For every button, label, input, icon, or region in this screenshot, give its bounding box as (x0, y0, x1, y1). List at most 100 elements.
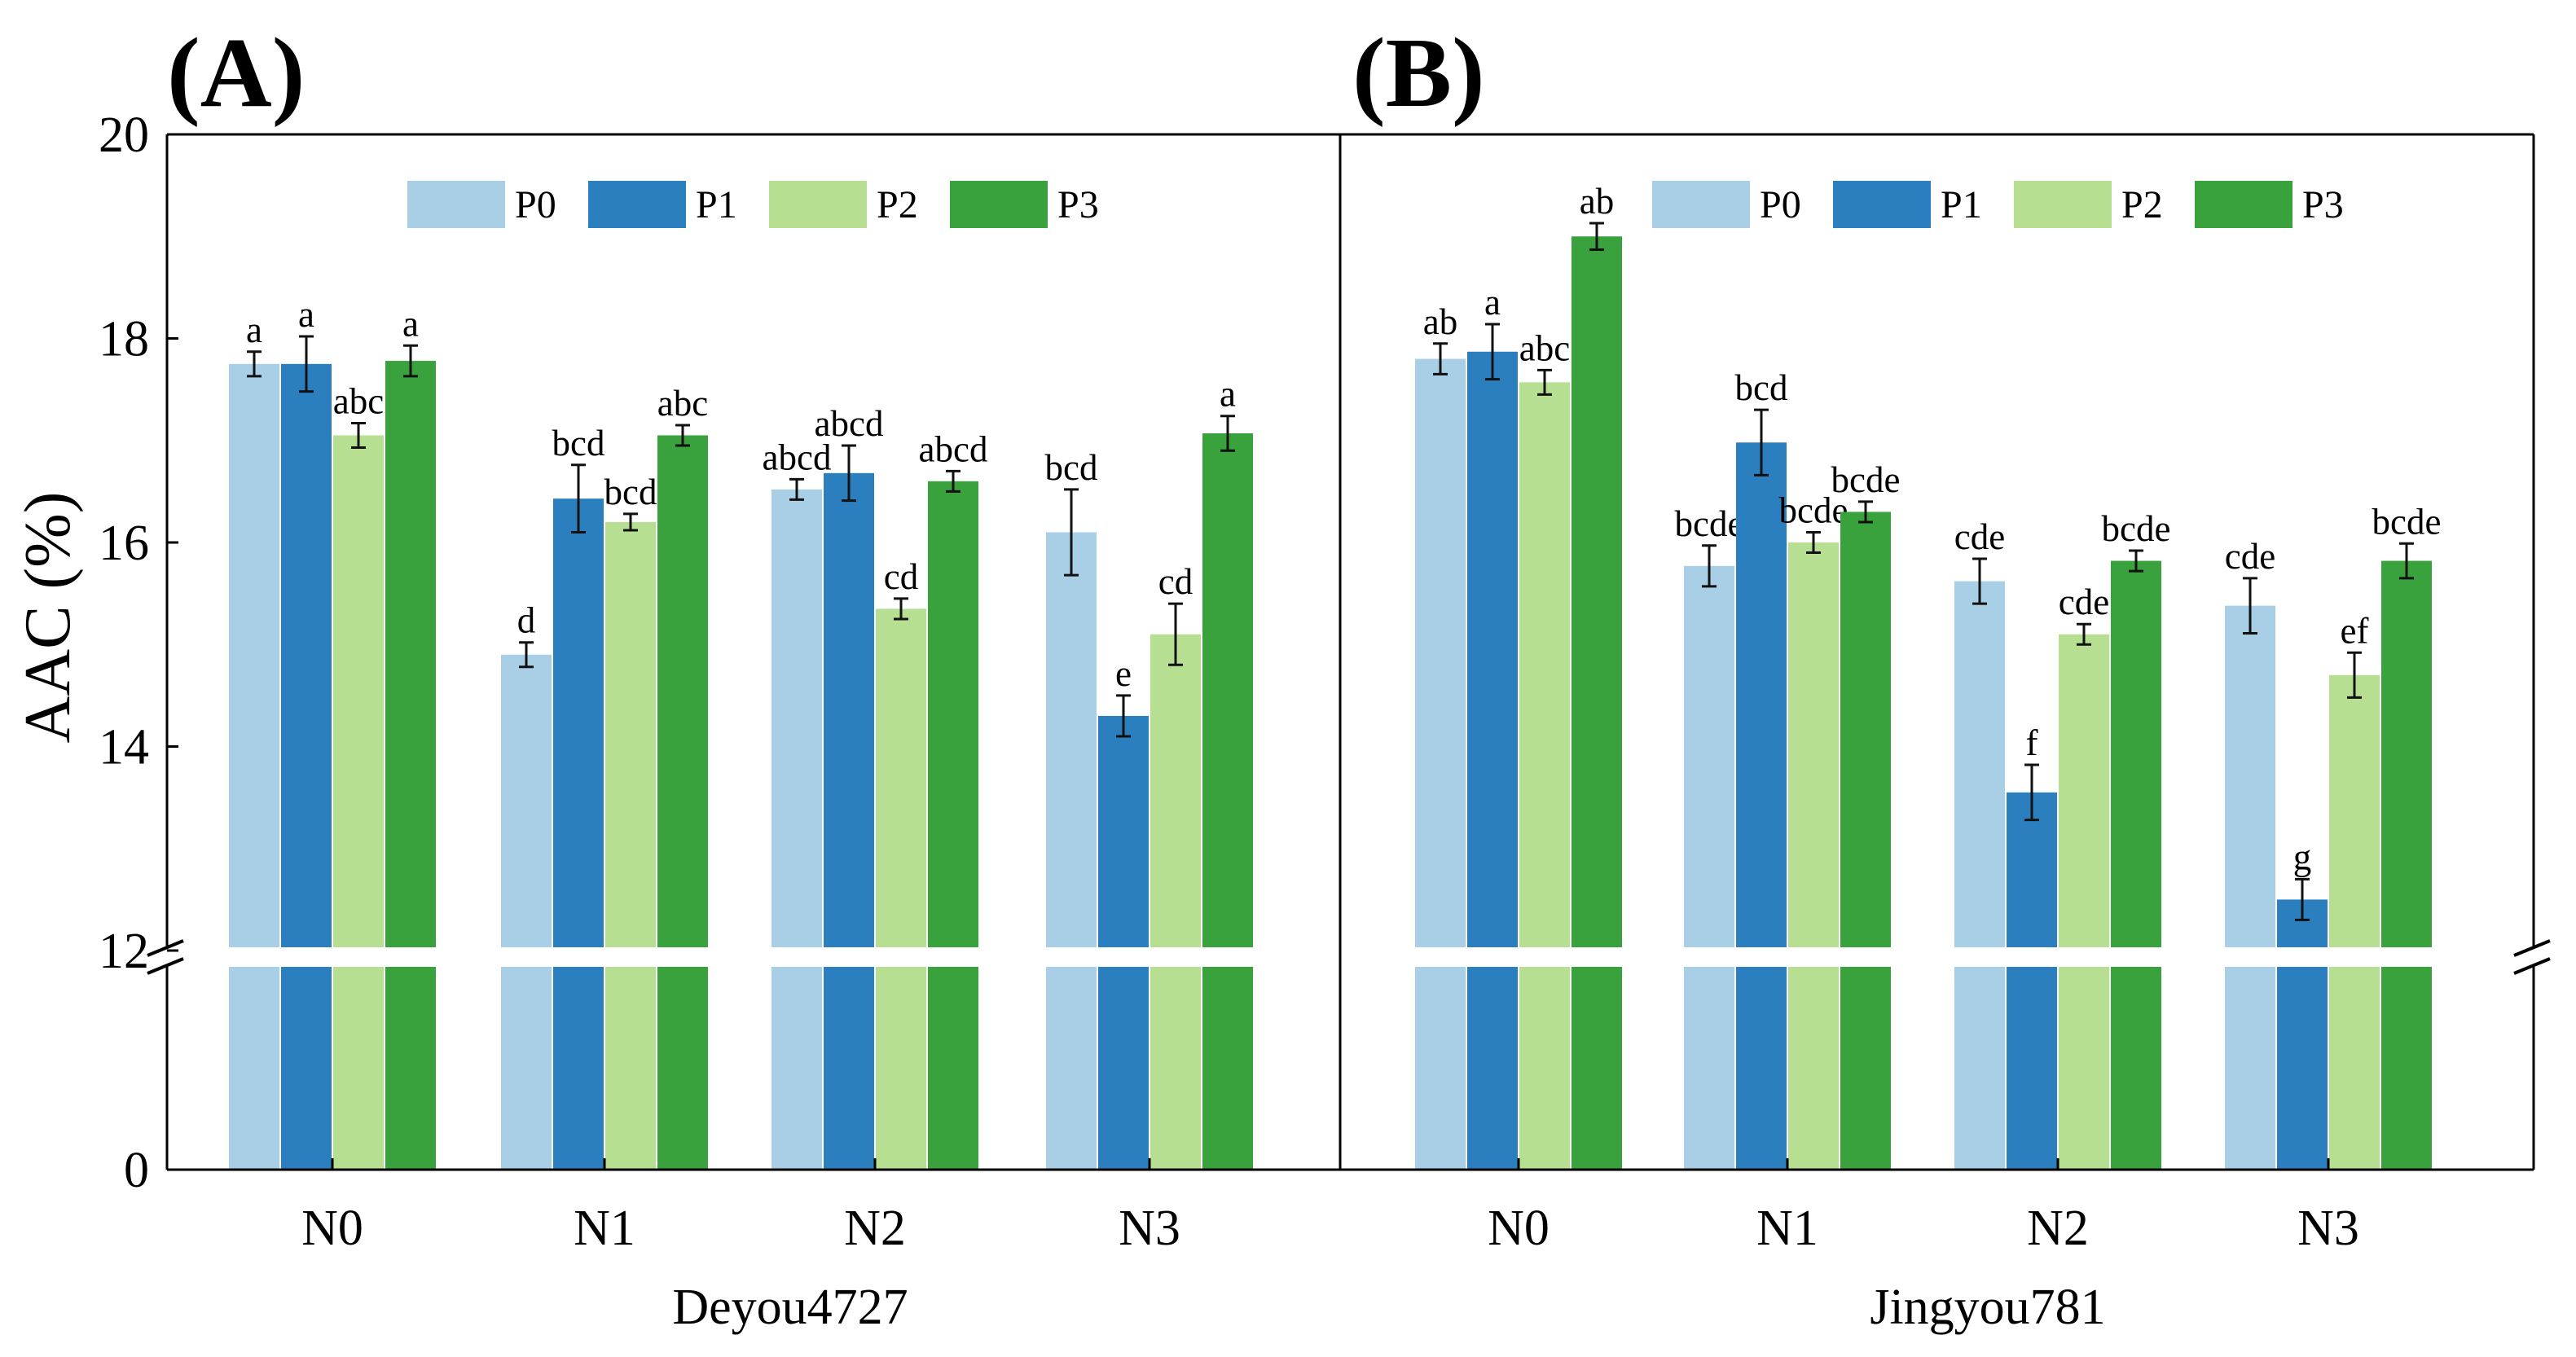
bar-p1-p0-n0 (1415, 358, 1466, 1170)
error-bar-p1-p1-n0 (1485, 323, 1500, 381)
error-bar-p0-p2-n2 (894, 597, 908, 621)
bar-p0-p0-n2 (771, 489, 822, 1170)
sig-letter-p0-p2-n2: cd (884, 556, 918, 597)
sig-letter-p1-p1-n0: a (1484, 282, 1501, 323)
error-bar-p1-p2-n3 (2347, 651, 2362, 699)
sig-letter-p1-p0-n1: bcde (1675, 503, 1744, 544)
sig-letter-p0-p2-n3: cd (1158, 561, 1193, 602)
text-layer: (A) (B) AAC (%) Deyou4727 Jingyou781 (12, 18, 2106, 1335)
x-tick-label-p0-n1: N1 (574, 1201, 635, 1256)
sig-letter-p0-p0-n1: d (517, 600, 536, 641)
sig-letter-p0-p1-n2: abcd (815, 403, 884, 444)
x-axis-title-jingyou781: Jingyou781 (1870, 1280, 2105, 1335)
sig-letter-p1-p0-n3: cde (2225, 536, 2275, 577)
legend-swatch-p2 (769, 181, 867, 228)
sig-letter-p1-p1-n3: g (2293, 837, 2312, 877)
y-axis-title: AAC (%) (12, 492, 84, 744)
legend-layer: P0 P1 P2 P3 P0 P1 P2 P3 (407, 181, 2344, 228)
sig-letter-p0-p0-n3: bcd (1045, 447, 1098, 488)
sig-letter-p1-p3-n2: bcde (2102, 508, 2171, 549)
error-bar-p1-p1-n1 (1754, 408, 1769, 476)
bar-p0-p0-n1 (501, 654, 552, 1170)
y-tick-label-12: 12 (99, 924, 149, 979)
bar-p0-p3-n1 (657, 435, 708, 1170)
legend-swatch-p0 (407, 181, 505, 228)
bar-p1-p0-n3 (2225, 605, 2275, 1170)
bar-p1-p3-n3 (2381, 560, 2432, 1170)
error-bar-p1-p2-n2 (2077, 622, 2091, 646)
bar-p1-p1-n0 (1467, 351, 1518, 1170)
sig-letter-p1-p3-n0: ab (1580, 181, 1614, 222)
legend-label-p1: P1 (696, 183, 737, 226)
error-bar-p1-p0-n3 (2243, 577, 2257, 635)
error-bar-p0-p0-n0 (247, 350, 262, 378)
error-bar-p1-p1-n2 (2024, 763, 2039, 822)
sig-letter-p0-p3-n0: a (402, 303, 419, 344)
legend-swatch-p0 (1652, 181, 1750, 228)
error-bar-p1-p1-n3 (2295, 877, 2310, 921)
error-bar-p0-p2-n0 (351, 421, 366, 450)
bar-p1-p2-n1 (1788, 542, 1839, 1170)
y-tick-label-20: 20 (99, 108, 149, 163)
sig-letter-p0-p3-n3: a (1220, 374, 1236, 415)
axis-break-gap (169, 947, 2532, 967)
error-bar-p1-p2-n0 (1537, 368, 1552, 396)
error-bar-p0-p0-n2 (789, 477, 804, 501)
bar-p1-p1-n2 (2007, 792, 2057, 1170)
legend-panel-0: P0 P1 P2 P3 (407, 181, 1099, 228)
sig-letter-p0-p0-n0: a (246, 310, 262, 350)
sig-letter-p0-p1-n0: a (298, 294, 314, 335)
legend-swatch-p2 (2014, 181, 2112, 228)
x-axis-title-deyou4727: Deyou4727 (672, 1280, 908, 1335)
sig-letter-p1-p2-n1: bcde (1779, 490, 1848, 530)
bar-p1-p3-n2 (2111, 560, 2161, 1170)
error-bar-p1-p2-n1 (1806, 530, 1821, 555)
bar-p1-p1-n3 (2277, 899, 2328, 1170)
legend-label-p3: P3 (1057, 183, 1099, 226)
error-bar-p1-p0-n1 (1702, 544, 1717, 588)
sig-letter-p0-p3-n2: abcd (919, 428, 988, 469)
sig-letter-p1-p2-n3: ef (2341, 610, 2369, 651)
error-bar-p1-p0-n2 (1972, 557, 1987, 605)
legend-label-p1: P1 (1941, 183, 1982, 226)
error-bar-p1-p3-n2 (2129, 549, 2143, 573)
error-bar-p1-p3-n0 (1589, 222, 1604, 252)
legend-label-p2: P2 (877, 183, 918, 226)
error-bar-p0-p2-n1 (623, 512, 638, 532)
x-tick-label-p1-n2: N2 (2027, 1201, 2089, 1256)
sig-letter-p1-p1-n2: f (2026, 722, 2038, 763)
error-bar-p0-p3-n2 (946, 469, 961, 493)
error-bar-p0-p0-n1 (519, 641, 534, 669)
bar-p0-p3-n3 (1202, 433, 1253, 1170)
bar-p0-p2-n1 (605, 521, 656, 1170)
bar-p0-p1-n1 (553, 498, 604, 1170)
break-stroke-2 (147, 957, 184, 975)
bar-p0-p0-n3 (1046, 532, 1097, 1170)
legend-panel-1: P0 P1 P2 P3 (1652, 181, 2344, 228)
error-bar-p1-p3-n3 (2399, 542, 2414, 580)
sig-letter-p1-p3-n3: bcde (2372, 501, 2442, 542)
frame-layer: 0 12 14 16 18 20 N0 N1 N2 N3 N0 N1 N2 N3 (99, 108, 2551, 1256)
bar-p1-p1-n1 (1736, 442, 1787, 1170)
legend-swatch-p1 (1833, 181, 1931, 228)
bar-p0-p1-n0 (281, 363, 332, 1170)
y-tick-label-16: 16 (99, 516, 149, 571)
sig-letter-p1-p2-n2: cde (2059, 582, 2109, 622)
error-bar-p0-p3-n0 (403, 344, 418, 378)
sig-letter-p1-p0-n2: cde (1954, 516, 2005, 557)
sig-letter-p1-p0-n0: ab (1423, 301, 1457, 342)
error-bar-p0-p0-n3 (1064, 488, 1079, 577)
sig-letter-p1-p3-n1: bcde (1831, 459, 1901, 500)
bar-p0-p2-n0 (333, 435, 384, 1170)
legend-label-p3: P3 (2302, 183, 2344, 226)
sig-letter-p0-p1-n1: bcd (552, 423, 605, 463)
sig-letter-p0-p1-n3: e (1115, 653, 1132, 694)
panel-a-label: (A) (167, 18, 305, 128)
legend-swatch-p3 (2195, 181, 2292, 228)
error-bar-p0-p1-n2 (842, 444, 856, 503)
bar-p1-p2-n2 (2059, 634, 2109, 1170)
y-tick-label-18: 18 (99, 312, 149, 367)
y-tick-label-0: 0 (124, 1143, 149, 1198)
break-stroke-1 (2513, 939, 2551, 957)
break-mark-right (2513, 939, 2551, 975)
